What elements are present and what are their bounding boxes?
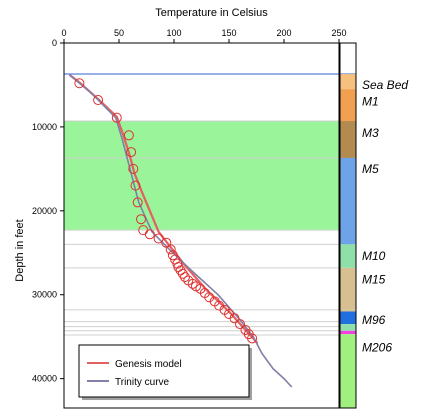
x-tick-label: 50	[114, 28, 124, 38]
observation-point	[144, 229, 155, 240]
series-line-0	[68, 74, 259, 345]
observation-point	[130, 180, 141, 191]
observation-point	[229, 313, 240, 324]
formation-block	[340, 309, 356, 312]
observation-point	[74, 78, 85, 89]
x-tick-label: 250	[331, 28, 346, 38]
formation-block	[340, 74, 356, 90]
formation-label: M15	[362, 273, 386, 287]
y-tick-label: 30000	[32, 290, 57, 300]
observation-point	[128, 163, 139, 174]
formation-block	[340, 330, 356, 335]
legend-label: Trinity curve	[115, 377, 170, 388]
legend: Genesis model Trinity curve	[78, 344, 252, 400]
y-axis-title: Depth in feet	[14, 219, 26, 281]
legend-box	[78, 344, 250, 398]
formation-block	[340, 121, 356, 158]
horizontal-lines-layer	[64, 73, 356, 336]
formation-label: M96	[362, 313, 386, 327]
observation-point	[235, 319, 245, 330]
formation-block	[340, 89, 356, 122]
observation-point	[153, 233, 164, 244]
observation-point	[111, 112, 122, 123]
observation-point	[247, 333, 258, 344]
formation-label: Sea Bed	[362, 78, 408, 92]
x-tick-label: 100	[166, 28, 181, 38]
y-tick-label: 20000	[32, 206, 57, 216]
observation-point	[132, 197, 143, 208]
observation-point	[123, 130, 134, 141]
observation-point	[180, 272, 190, 283]
formation-label: M10	[362, 249, 386, 263]
series-layer	[68, 74, 293, 388]
x-tick-label: 0	[61, 28, 66, 38]
observation-point	[177, 268, 188, 279]
formation-strip-layer: Sea Bed M1 M3 M5 M10 M15 M96 M206	[339, 42, 408, 409]
formation-block	[340, 157, 356, 245]
legend-label: Genesis model	[115, 359, 182, 370]
formation-label: M3	[362, 126, 379, 140]
x-axis-title: Temperature in Celsius	[155, 7, 268, 19]
observation-point	[93, 95, 104, 106]
observation-point	[126, 147, 137, 158]
x-tick-label: 150	[221, 28, 236, 38]
formation-block	[340, 267, 356, 310]
formation-strip-frame	[339, 42, 357, 409]
formation-block	[340, 324, 356, 331]
formation-block	[340, 311, 356, 325]
x-tick-label: 200	[276, 28, 291, 38]
observation-point	[165, 244, 176, 255]
y-tick-label: 10000	[32, 122, 57, 132]
observation-point	[136, 214, 146, 225]
y-tick-label: 0	[52, 38, 57, 48]
formation-label: M206	[362, 341, 392, 355]
axes-layer: 0 50 100 150 200 250 0 10000 20000 30000 40000 Temp…	[14, 7, 357, 409]
highlight-band-layer	[64, 121, 339, 231]
formation-block	[340, 334, 356, 408]
y-tick-label: 40000	[32, 374, 57, 384]
highlight-band	[64, 121, 339, 231]
formation-block	[340, 244, 356, 268]
formation-label: M5	[362, 162, 379, 176]
observation-point	[187, 278, 198, 289]
formation-label: M1	[362, 95, 379, 109]
